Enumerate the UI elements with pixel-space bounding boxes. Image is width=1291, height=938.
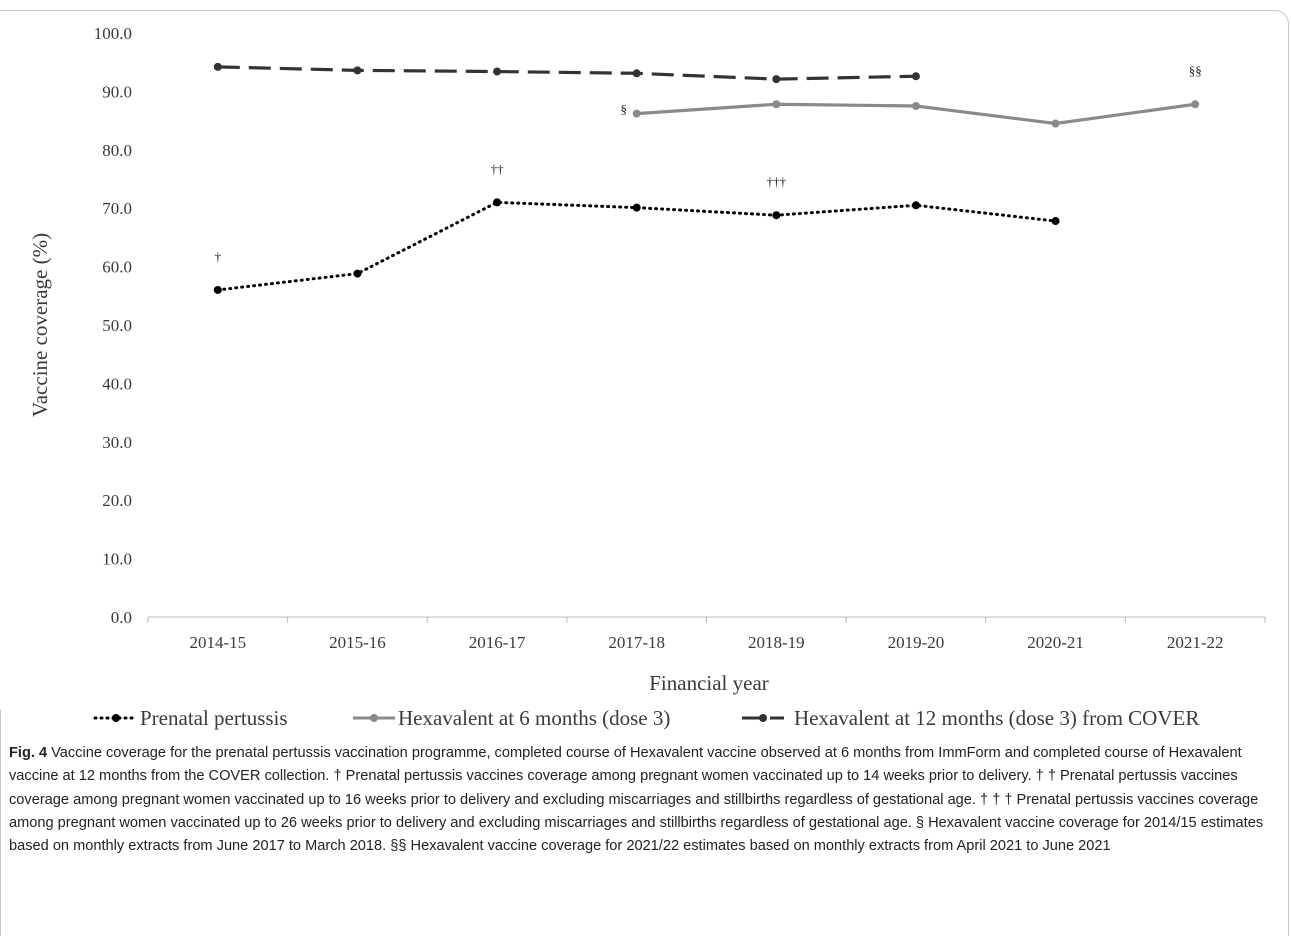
legend-swatch-marker <box>370 714 378 722</box>
data-point <box>632 203 641 212</box>
series-2 <box>213 62 920 84</box>
legend-item-2: Hexavalent at 12 months (dose 3) from CO… <box>742 706 1199 730</box>
series-1 <box>632 100 1200 128</box>
legend-item-1: Hexavalent at 6 months (dose 3) <box>353 706 670 730</box>
data-point <box>632 69 641 78</box>
y-tick-label: 60.0 <box>102 258 132 277</box>
data-annotation: ††† <box>767 174 787 189</box>
y-tick-label: 20.0 <box>102 491 132 510</box>
data-point <box>353 66 362 75</box>
legend-swatch-marker <box>112 714 120 722</box>
figure-frame <box>0 10 1289 936</box>
x-axis-ticks: 2014-15 2015-16 2016-17 2017-18 2018-19 2019-… <box>147 617 1266 652</box>
legend-label: Hexavalent at 12 months (dose 3) from CO… <box>794 706 1199 730</box>
legend-label: Prenatal pertussis <box>140 706 288 730</box>
data-point <box>911 201 920 210</box>
data-point <box>493 67 502 76</box>
data-point <box>911 72 920 81</box>
x-tick-label: 2018-19 <box>748 633 805 652</box>
legend-item-0: Prenatal pertussis <box>93 706 288 730</box>
x-tick-label: 2014-15 <box>189 633 246 652</box>
data-annotation: §§ <box>1189 63 1202 78</box>
data-point <box>1051 119 1060 128</box>
x-tick-label: 2015-16 <box>329 633 386 652</box>
x-tick-label: 2016-17 <box>469 633 526 652</box>
x-tick-label: 2021-22 <box>1167 633 1224 652</box>
x-tick-label: 2017-18 <box>608 633 665 652</box>
y-tick-label: 40.0 <box>102 374 132 393</box>
data-point <box>911 102 920 110</box>
y-tick-label: 30.0 <box>102 433 132 452</box>
data-point <box>213 62 222 71</box>
y-tick-label: 80.0 <box>102 141 132 160</box>
figure-frame-left-edge <box>0 710 1 936</box>
data-point <box>1191 100 1200 109</box>
data-point <box>772 211 781 220</box>
legend-label: Hexavalent at 6 months (dose 3) <box>398 706 670 730</box>
series-0 <box>213 198 1060 294</box>
legend: Prenatal pertussis Hexavalent at 6 months… <box>93 706 1199 730</box>
x-tick-label: 2020-21 <box>1027 633 1084 652</box>
figure-caption-text: Vaccine coverage for the prenatal pertus… <box>9 745 1264 855</box>
y-tick-label: 10.0 <box>102 550 132 569</box>
data-annotation: †† <box>491 161 505 176</box>
y-tick-label: 50.0 <box>102 316 132 335</box>
legend-swatch-marker <box>759 714 767 722</box>
data-point <box>772 75 781 84</box>
data-annotation: § <box>620 102 627 117</box>
data-point <box>213 285 222 294</box>
data-point <box>353 269 362 278</box>
y-tick-label: 100.0 <box>94 24 132 43</box>
figure-label: Fig. 4 <box>9 745 48 761</box>
y-tick-label: 0.0 <box>111 608 132 627</box>
x-axis-title: Financial year <box>649 671 769 695</box>
data-annotation: † <box>215 249 222 264</box>
y-tick-label: 70.0 <box>102 199 132 218</box>
line-chart: 0.0 10.0 20.0 30.0 40.0 50.0 60.0 70.0 80.0 90.0 1… <box>28 24 1266 730</box>
data-point <box>1051 217 1060 226</box>
x-tick-label: 2019-20 <box>888 633 945 652</box>
data-point <box>632 109 641 118</box>
annotations-group: ††††††§§§ <box>215 63 1202 264</box>
data-point <box>493 198 502 207</box>
figure-caption: Fig. 4 Vaccine coverage for the prenatal … <box>9 742 1281 858</box>
data-point <box>772 100 781 109</box>
series-line <box>217 65 916 81</box>
y-axis-ticks: 0.0 10.0 20.0 30.0 40.0 50.0 60.0 70.0 80.0 90.0 1… <box>94 24 132 627</box>
series-line <box>216 200 1058 292</box>
y-axis-title: Vaccine coverage (%) <box>28 233 52 417</box>
series-group <box>213 62 1200 294</box>
y-tick-label: 90.0 <box>102 82 132 101</box>
